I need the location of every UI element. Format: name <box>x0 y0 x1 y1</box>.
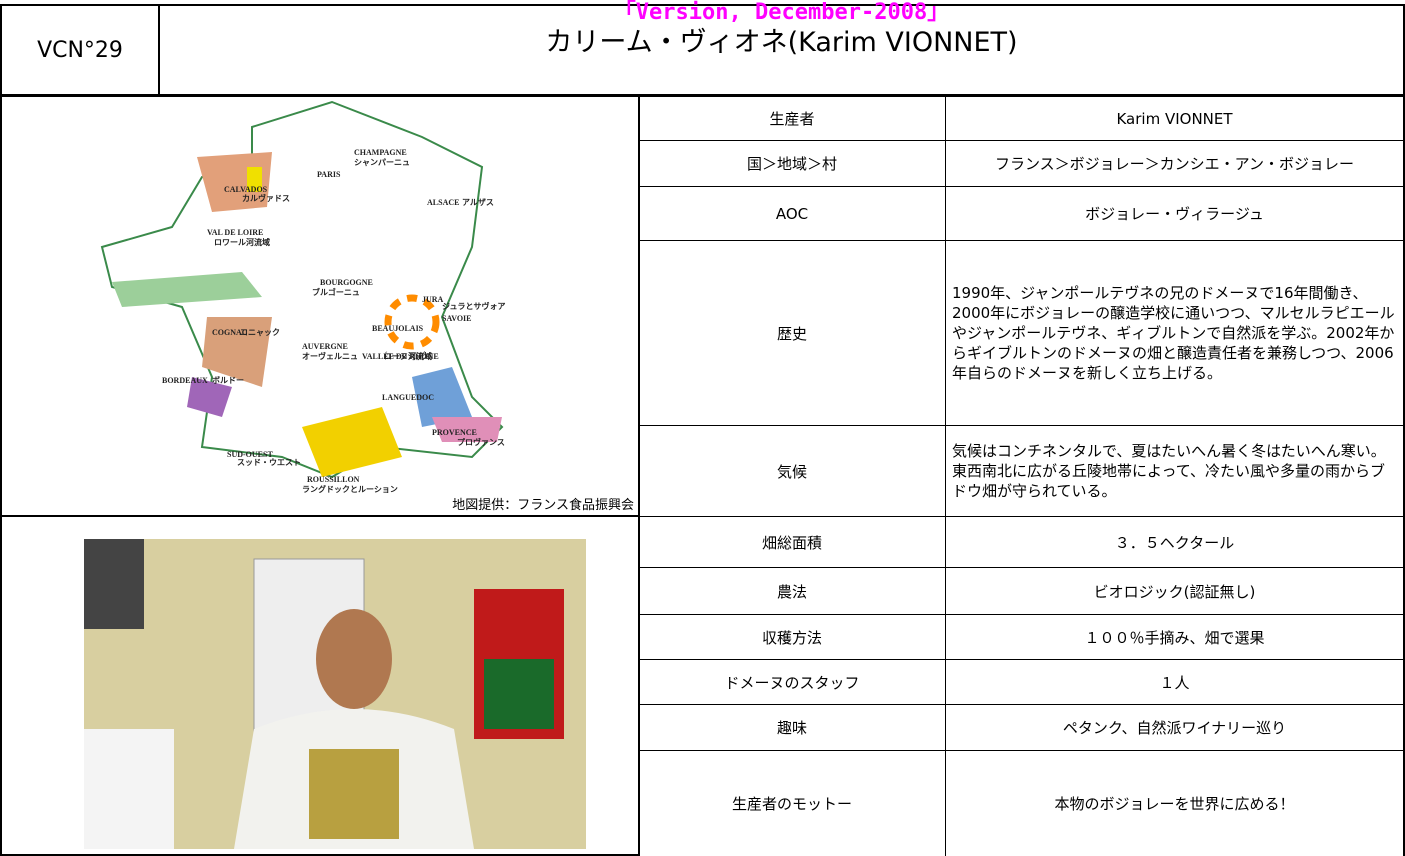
map-label: オーヴェルニュ <box>302 351 358 361</box>
row-value: 本物のボジョレーを世界に広める！ <box>945 750 1405 856</box>
row-value: １人 <box>945 659 1405 705</box>
version: 「Version, December-2008」 <box>613 0 950 25</box>
region <box>247 167 262 192</box>
region <box>432 417 502 442</box>
photo-cell <box>0 515 640 856</box>
map-label: BORDEAUX <box>162 376 208 385</box>
row-value: ビオロジック(認証無し) <box>945 567 1405 615</box>
map-label: LANGUEDOC <box>382 393 434 402</box>
highlight <box>384 294 440 350</box>
row-value: フランス＞ボジョレー＞カンシエ・アン・ボジョレー <box>945 140 1405 187</box>
map-label: ALSACE <box>427 198 459 207</box>
region <box>112 272 262 307</box>
photo <box>84 539 586 849</box>
row-label: AOC <box>638 186 946 241</box>
map-label: スッド・ウエスト <box>237 458 301 467</box>
row-value: ボジョレー・ヴィラージュ <box>945 186 1405 241</box>
map-label: シャンパーニュ <box>354 157 410 167</box>
row-value: ペタンク、自然派ワイナリー巡り <box>945 704 1405 751</box>
map-label: ジュラとサヴォア <box>442 301 505 311</box>
row-label: 畑総面積 <box>638 516 946 568</box>
row-label: 歴史 <box>638 240 946 426</box>
map-label: COGNAC <box>212 328 248 337</box>
map-label: プロヴァンス <box>457 437 505 447</box>
region <box>202 317 272 387</box>
row-value: １００％手摘み、畑で選果 <box>945 614 1405 660</box>
map-label: AUVERGNE <box>302 342 348 351</box>
map-label: ローヌ河流域 <box>384 351 432 361</box>
map-label: CHAMPAGNE <box>354 148 407 157</box>
map-label: ボルドー <box>212 375 244 385</box>
row-label: 収穫方法 <box>638 614 946 660</box>
map-cell: CHAMPAGNE シャンパーニュ CALVADOS カルヴァドス PARIS ALSAC… <box>0 95 640 517</box>
region <box>187 377 232 417</box>
map-label: BOURGOGNE <box>320 278 373 287</box>
row-label: 生産者のモットー <box>638 750 946 856</box>
code: VCN°29 <box>37 37 123 63</box>
map-label: CALVADOS <box>224 185 268 194</box>
map-label: カルヴァドス <box>242 193 290 203</box>
row-label: 趣味 <box>638 704 946 751</box>
region <box>412 367 472 427</box>
map-credit: 地図提供：フランス食品振興会 <box>452 498 634 513</box>
code-cell: VCN°29 <box>0 4 160 96</box>
row-label: ドメーヌのスタッフ <box>638 659 946 705</box>
map-label: アルザス <box>462 198 494 207</box>
map-label: ロワール河流域 <box>214 237 270 247</box>
map-label: BEAUJOLAIS <box>372 324 424 333</box>
title-cell: 「Version, December-2008」 カリーム・ヴィオネ(Karim… <box>158 0 1405 96</box>
row-label: 生産者 <box>638 96 946 141</box>
row-value: 気候はコンチネンタルで、夏はたいへん暑く冬はたいへん寒い。東西南北に広がる丘陵地… <box>945 425 1405 517</box>
row-label: 農法 <box>638 567 946 615</box>
map-label: ブルゴーニュ <box>312 287 360 297</box>
map-label: VALLÉE DU RHÔNE <box>362 351 439 361</box>
map-label: JURA <box>422 295 444 304</box>
region <box>302 407 402 477</box>
map-label: SUD-OUEST <box>227 450 273 459</box>
row-label: 気候 <box>638 425 946 517</box>
map-label: SAVOIE <box>442 314 471 323</box>
france-outline <box>100 100 504 479</box>
map-label: PARIS <box>317 170 341 179</box>
row-value: ３．５ヘクタール <box>945 516 1405 568</box>
row-value: Karim VIONNET <box>945 96 1405 141</box>
row-value: 1990年、ジャンポールテヴネの兄のドメーヌで16年間働き、2000年にボジョレ… <box>945 240 1405 426</box>
map-label: PROVENCE <box>432 428 477 437</box>
map-label: VAL DE LOIRE <box>207 228 263 237</box>
map-label: ラングドックとルーション <box>302 484 398 494</box>
map-label: ROUSSILLON <box>307 475 360 484</box>
row-label: 国＞地域＞村 <box>638 140 946 187</box>
map-label: コニャック <box>240 327 280 337</box>
title: カリーム・ヴィオネ(Karim VIONNET) <box>545 27 1018 58</box>
